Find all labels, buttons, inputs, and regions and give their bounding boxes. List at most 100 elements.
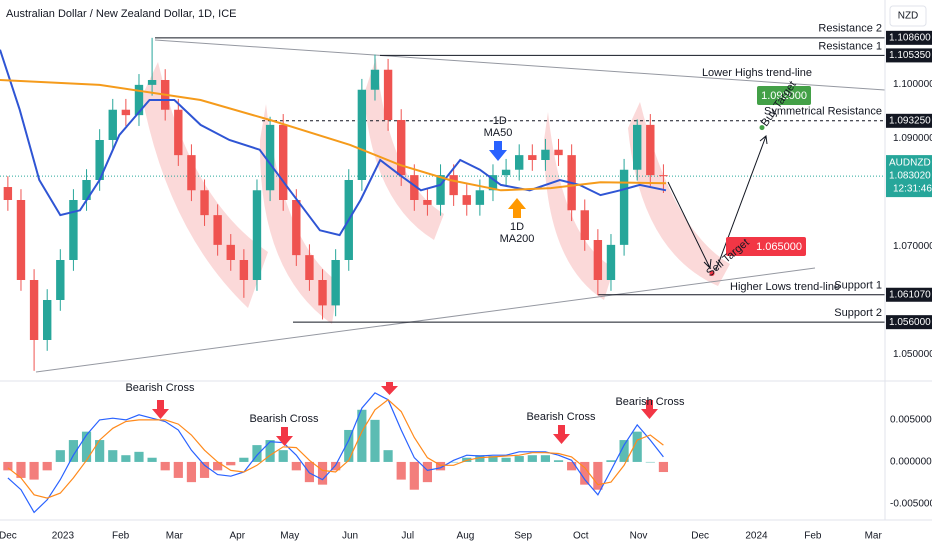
candle-body: [554, 149, 563, 156]
macd-pane: [3, 392, 669, 514]
histogram-bar: [396, 461, 406, 480]
histogram-bar: [606, 460, 616, 462]
cross-arrow: [381, 382, 398, 395]
histogram-bar: [108, 450, 118, 462]
level-price-box: [886, 48, 932, 63]
histogram-bar: [265, 440, 275, 462]
x-tick-label: Jun: [342, 531, 358, 542]
target-box: [726, 237, 806, 256]
candle-body: [462, 195, 471, 205]
candle-body: [134, 84, 144, 116]
x-tick-label: Aug: [457, 531, 475, 542]
candle-body: [633, 124, 642, 170]
macd-line: [7, 398, 664, 499]
candle-body: [43, 300, 52, 340]
histogram-bar: [186, 461, 197, 483]
histogram-bar: [567, 461, 577, 471]
candle-body: [580, 210, 589, 240]
histogram-bar: [68, 440, 79, 462]
level-price-label: 1.108600: [889, 32, 931, 43]
candle-body: [226, 244, 235, 260]
histogram-bar: [580, 461, 590, 485]
ma200-arrow: [508, 198, 526, 218]
candle-body: [646, 124, 655, 176]
cross-arrow: [152, 400, 169, 419]
candle-body: [16, 200, 26, 280]
candle-body: [69, 200, 78, 260]
trendline-label: Lower Highs trend-line: [702, 67, 812, 79]
x-tick-label: Feb: [112, 531, 130, 542]
level-price-label: 1.061070: [889, 289, 931, 300]
candle-body: [305, 255, 314, 280]
x-tick-label: Sep: [514, 531, 532, 542]
histogram-bar: [55, 450, 65, 462]
histogram-bar: [81, 431, 92, 462]
macd-tick-label: 0.000000: [890, 457, 932, 468]
candle-body: [475, 190, 485, 205]
histogram-bar: [422, 461, 433, 483]
histogram-bar: [344, 429, 354, 462]
candle-body: [187, 155, 196, 191]
histogram-bar: [475, 455, 485, 462]
ma200-label: 1D: [510, 221, 524, 233]
level-price-box: [886, 315, 932, 330]
x-tick-label: Mar: [865, 531, 883, 542]
histogram-bar: [527, 455, 537, 462]
histogram-bar: [16, 461, 26, 478]
histogram-bar: [514, 456, 524, 462]
moving-averages: [0, 49, 667, 237]
cross-arrow: [641, 400, 658, 419]
histogram-bar: [173, 461, 183, 478]
ma-line: [0, 49, 667, 237]
histogram-bar: [252, 445, 262, 462]
y-tick-label: 1.100000: [893, 79, 932, 90]
histogram-bar: [42, 461, 52, 471]
candle-body: [29, 280, 39, 340]
candle-body: [200, 190, 209, 216]
chart-title: Australian Dollar / New Zealand Dollar, …: [6, 8, 236, 20]
candle-body: [383, 69, 393, 120]
candle-body: [252, 190, 262, 280]
level-name: Resistance 1: [818, 40, 882, 52]
level-price-label: 1.056000: [889, 317, 931, 328]
ma200-label: MA200: [500, 233, 535, 245]
histogram-bar: [278, 450, 288, 462]
level-name: Support 2: [834, 307, 882, 319]
candle-body: [659, 175, 668, 177]
target-dot: [759, 125, 765, 131]
histogram-bar: [501, 457, 511, 462]
candle-body: [528, 155, 537, 160]
channel: [544, 112, 614, 300]
x-tick-label: Feb: [804, 531, 822, 542]
histogram-bar: [291, 461, 301, 471]
x-tick-label: May: [280, 531, 299, 542]
y-tick-label: 1.050000: [893, 349, 932, 360]
candle-body: [449, 175, 458, 196]
histogram-bar: [134, 451, 144, 462]
projection-up: [715, 135, 768, 271]
ma50-arrow: [489, 141, 507, 161]
macd-annotation: Bearish Cross: [249, 413, 319, 425]
levels: Resistance 2 Resistance 1 Symmetrical Resi…: [0, 23, 885, 323]
candle-body: [357, 89, 367, 180]
histogram-bar: [409, 461, 419, 490]
cross-arrow: [553, 425, 570, 444]
x-tick-label: 2023: [52, 531, 75, 542]
histogram-bar: [619, 440, 629, 462]
level-name: Resistance 2: [818, 23, 882, 35]
candle-body: [121, 109, 131, 116]
candle-body: [423, 200, 432, 205]
level-price-box: [886, 113, 932, 128]
histogram-bar: [357, 409, 367, 462]
level-price-box: [886, 287, 932, 302]
candle-body: [239, 260, 249, 280]
histogram-bar: [658, 461, 669, 473]
candle-body: [292, 200, 301, 256]
candle-body: [213, 215, 222, 245]
candle-body: [147, 80, 157, 85]
histogram-bar: [488, 456, 498, 462]
x-tick-label: Apr: [230, 531, 246, 542]
ma50-label: MA50: [484, 127, 513, 139]
x-tick-label: Oct: [573, 531, 589, 542]
